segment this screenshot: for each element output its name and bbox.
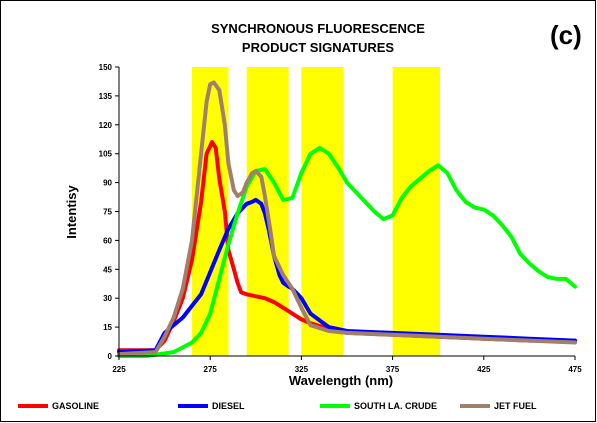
- legend-label: GASOLINE: [52, 401, 99, 411]
- x-tick-label: 325: [295, 365, 309, 374]
- legend-label: DIESEL: [212, 401, 245, 411]
- panel-label: (c): [550, 20, 582, 50]
- series-line-gasoline: [117, 140, 577, 353]
- x-tick-label: 375: [386, 365, 400, 374]
- y-tick-label: 105: [99, 150, 113, 159]
- y-tick-label: 90: [103, 179, 112, 188]
- highlight-band-4: [392, 67, 441, 356]
- y-ticks: 0 15 30 45 60 75 90 105 120 135 150: [99, 63, 119, 361]
- series-line-south-la-crude: [117, 145, 577, 358]
- x-tick-label: 475: [568, 365, 582, 374]
- y-tick-label: 60: [103, 236, 112, 245]
- y-tick-label: 45: [103, 265, 112, 274]
- legend: GASOLINE DIESEL SOUTH LA. CRUDE JET FUEL: [18, 401, 537, 411]
- x-tick-label: 425: [477, 365, 491, 374]
- y-tick-label: 30: [103, 294, 112, 303]
- x-tick-label: 275: [204, 365, 218, 374]
- y-tick-label: 120: [99, 121, 113, 130]
- x-ticks: 225 275 325 375 425 475: [112, 356, 582, 374]
- series-lines: [117, 80, 577, 358]
- chart-title-line-1: SYNCHRONOUS FLUORESCENCE: [211, 21, 425, 36]
- chart-title-line-2: PRODUCT SIGNATURES: [242, 40, 394, 55]
- y-tick-label: 15: [103, 323, 112, 332]
- x-tick-label: 225: [112, 365, 126, 374]
- y-tick-label: 150: [99, 63, 113, 72]
- y-axis-label: Intentisy: [64, 185, 79, 239]
- series-line-jet-fuel: [117, 80, 577, 357]
- y-tick-label: 0: [108, 352, 113, 361]
- legend-label: SOUTH LA. CRUDE: [354, 401, 437, 411]
- y-tick-label: 75: [103, 208, 112, 217]
- y-tick-label: 135: [99, 92, 113, 101]
- highlight-bands: [191, 67, 441, 356]
- legend-label: JET FUEL: [494, 401, 537, 411]
- x-axis-label: Wavelength (nm): [289, 373, 393, 388]
